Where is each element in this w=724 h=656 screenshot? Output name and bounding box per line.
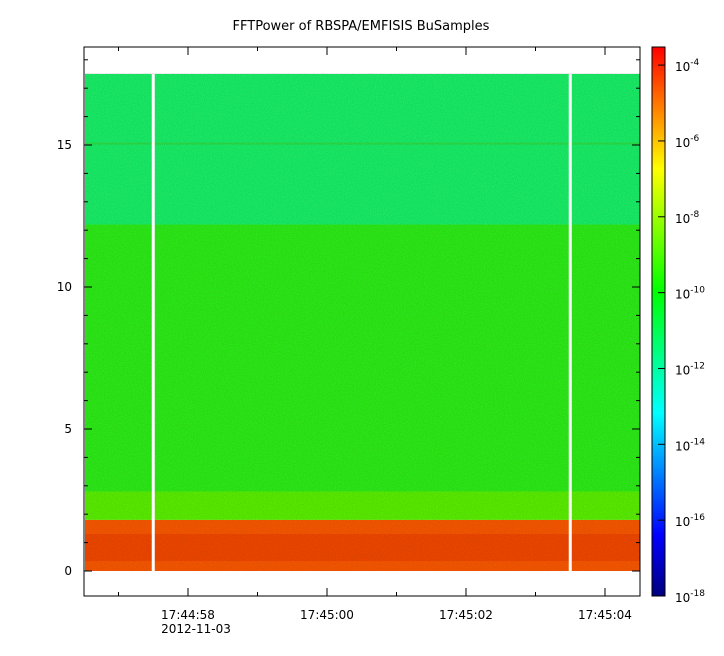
y-tick-label-2: 10: [57, 280, 72, 294]
colorbar-tick-label-5: 10-14: [675, 437, 705, 453]
chart-title: FFTPower of RBSPA/EMFISIS BuSamples: [233, 19, 490, 34]
data-gap-0: [151, 74, 155, 571]
y-tick-label-3: 15: [57, 138, 72, 152]
x-tick-label-2: 17:45:02: [439, 608, 493, 622]
spectral-noise-texture: [85, 73, 640, 571]
y-tick-label-0: 0: [64, 564, 72, 578]
colorbar-gradient: [651, 46, 666, 597]
colorbar-tick-label-0: 10-4: [675, 58, 700, 74]
x-axis: 17:44:58 17:45:00 17:45:02 17:45:04: [118, 47, 632, 622]
colorbar-tick-label-2: 10-8: [675, 210, 700, 226]
plot-frame: [83, 46, 641, 597]
colorbar: 10-4 10-6 10-8 10-10 10-12 10-14 10-16 10-18: [651, 46, 705, 605]
colorbar-tick-label-4: 10-12: [675, 361, 705, 377]
plot-area: [83, 46, 641, 597]
y-axis: 0 5 10 15: [57, 59, 640, 578]
colorbar-tick-label-7: 10-18: [675, 589, 705, 605]
x-tick-label-0: 17:44:58: [161, 608, 215, 622]
y-tick-label-1: 5: [64, 422, 72, 436]
data-gaps: [151, 74, 572, 571]
colorbar-tick-label-6: 10-16: [675, 513, 705, 529]
data-gap-1: [568, 74, 572, 571]
colorbar-tick-label-3: 10-10: [675, 286, 705, 302]
x-tick-label-1: 17:45:00: [300, 608, 354, 622]
colorbar-tick-label-1: 10-6: [675, 134, 700, 150]
x-date-label: 2012-11-03: [161, 622, 231, 636]
x-tick-label-3: 17:45:04: [578, 608, 632, 622]
